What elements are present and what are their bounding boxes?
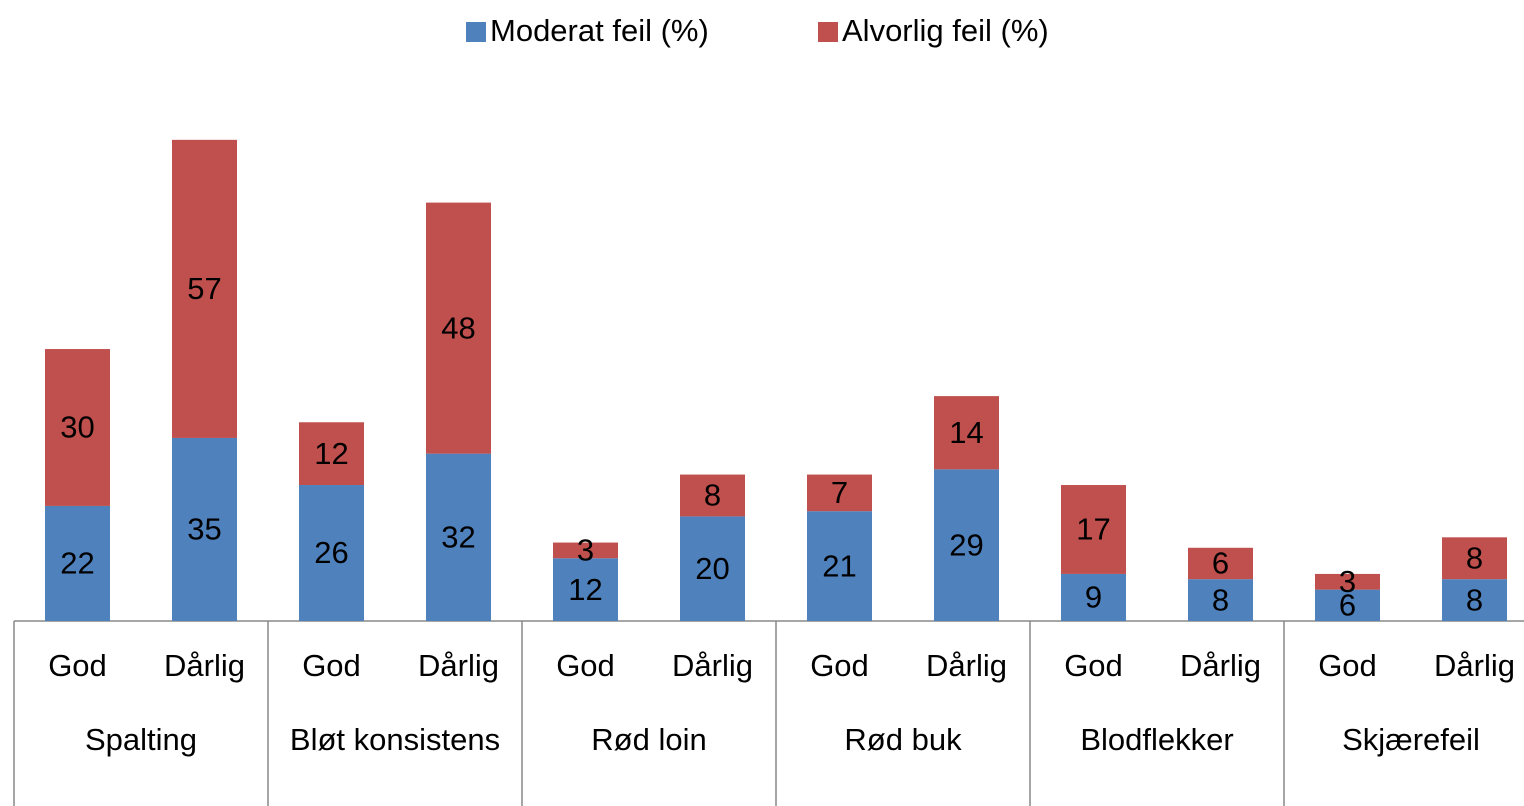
data-label: 8 — [704, 478, 721, 513]
bar-segment — [172, 437, 237, 621]
bar-segment — [1188, 579, 1253, 621]
data-label: 21 — [822, 548, 856, 583]
group-label: Rød buk — [844, 722, 962, 757]
x-tick-label: God — [810, 648, 869, 683]
x-tick-label: Dårlig — [1180, 648, 1261, 683]
x-tick-label: Dårlig — [418, 648, 499, 683]
x-tick-label: God — [302, 648, 361, 683]
bar-segment — [426, 202, 491, 454]
bar-segment — [45, 505, 110, 621]
legend-label: Moderat feil (%) — [490, 13, 709, 48]
data-label: 29 — [949, 527, 983, 562]
group-label: Skjærefeil — [1342, 722, 1480, 757]
data-label: 32 — [441, 520, 475, 555]
group-label: Spalting — [84, 722, 198, 757]
x-tick-label: God — [1064, 648, 1123, 683]
x-tick-label: God — [48, 648, 107, 683]
data-label: 8 — [1466, 582, 1483, 617]
data-label: 8 — [1466, 540, 1483, 575]
data-label: 17 — [1076, 512, 1110, 547]
data-label: 48 — [441, 310, 475, 345]
group-label: Rød loin — [591, 722, 707, 757]
bar-segment — [1315, 589, 1380, 621]
x-tick-label: Dårlig — [164, 648, 245, 683]
data-label: 6 — [1212, 546, 1229, 581]
bar-segment — [1061, 485, 1126, 574]
bar-segment — [1442, 579, 1507, 621]
data-label: 6 — [1339, 587, 1356, 622]
bar-segment — [680, 474, 745, 517]
bar-segment — [45, 349, 110, 506]
legend-label: Alvorlig feil (%) — [842, 13, 1049, 48]
bar-segment — [807, 511, 872, 621]
x-tick-label: God — [1318, 648, 1377, 683]
data-label: 12 — [568, 572, 602, 607]
bar-segment — [299, 422, 364, 486]
x-tick-label: Dårlig — [926, 648, 1007, 683]
data-label: 8 — [1212, 582, 1229, 617]
bar-segment — [1061, 573, 1126, 621]
bar-segment — [553, 558, 618, 621]
bar-segment — [934, 469, 999, 621]
bar-segment — [1315, 573, 1380, 590]
data-label: 20 — [695, 551, 729, 586]
group-label: Blodflekker — [1080, 722, 1234, 757]
data-label: 3 — [577, 533, 594, 568]
bar-segment — [299, 485, 364, 621]
bar-segment — [1188, 547, 1253, 580]
x-tick-label: God — [556, 648, 615, 683]
bar-segment — [553, 542, 618, 559]
bar-segment — [426, 453, 491, 621]
data-label: 12 — [314, 436, 348, 471]
bar-segment — [1442, 537, 1507, 580]
legend-swatch — [466, 22, 486, 42]
bar-segment — [807, 474, 872, 512]
x-tick-label: Dårlig — [1434, 648, 1515, 683]
bar-segment — [934, 396, 999, 470]
data-label: 14 — [949, 415, 983, 450]
x-tick-label: Dårlig — [672, 648, 753, 683]
data-label: 30 — [60, 410, 94, 445]
data-label: 9 — [1085, 580, 1102, 615]
data-label: 35 — [187, 512, 221, 547]
legend-swatch — [818, 22, 838, 42]
data-label: 3 — [1339, 564, 1356, 599]
bar-segment — [680, 516, 745, 621]
data-label: 57 — [187, 271, 221, 306]
group-label: Bløt konsistens — [289, 722, 501, 757]
data-label: 22 — [60, 546, 94, 581]
data-label: 7 — [831, 475, 848, 510]
bar-segment — [172, 139, 237, 438]
data-label: 26 — [314, 535, 348, 570]
